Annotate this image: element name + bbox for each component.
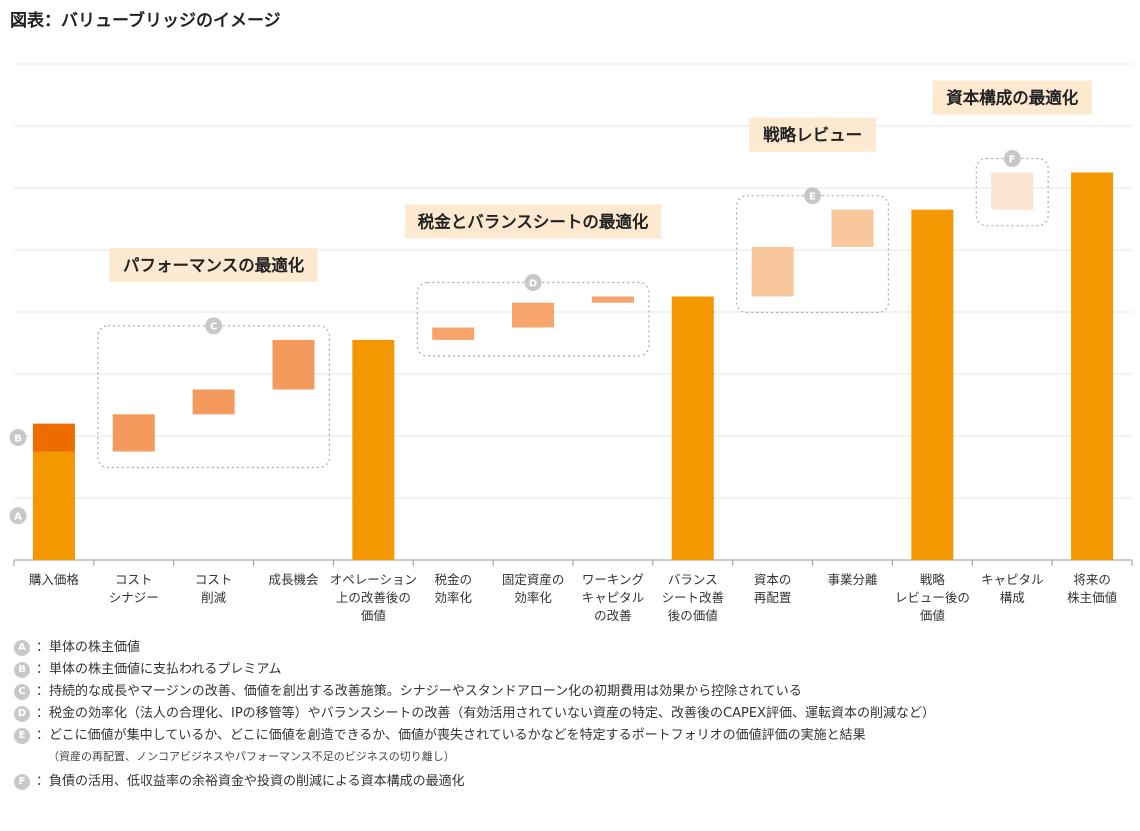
- legend-item: A ：単体の株主価値: [14, 638, 1134, 660]
- increment-bar: [432, 327, 475, 340]
- group-letter-badge: [205, 317, 223, 335]
- legend-item: D ：税金の効率化（法人の合理化、IPの移管等）やバランスシートの改善（有効活用さ…: [14, 704, 1134, 726]
- page-title: 図表：バリューブリッジのイメージ: [10, 11, 281, 31]
- category-label: バランスシート改善後の価値: [662, 572, 725, 623]
- legend-badge: D: [14, 706, 30, 722]
- category-label: 戦略レビュー後の価値: [895, 572, 970, 623]
- increment-bar: [831, 209, 874, 247]
- category-label: 資本の再配置: [754, 572, 792, 605]
- category-label: コスト削減: [195, 572, 233, 605]
- category-label: 税金の効率化: [434, 572, 472, 605]
- legend-item: F ：負債の活用、低収益率の余裕資金や投資の削減による資本構成の最適化: [14, 772, 1134, 794]
- category-label: ワーキングキャピタルの改善: [582, 572, 645, 623]
- increment-bar: [512, 302, 555, 328]
- category-label: オペレーション上の改善後の価値: [330, 572, 417, 623]
- category-label: 将来の株主価値: [1067, 572, 1117, 605]
- group-label: 税金とバランスシートの最適化: [418, 212, 649, 232]
- increment-bar: [272, 339, 315, 390]
- group-letter: D: [529, 278, 537, 289]
- group-label-box: [404, 204, 662, 239]
- group-label: パフォーマンスの最適化: [123, 255, 305, 275]
- legend-badge: B: [14, 662, 30, 678]
- category-label: キャピタル構成: [981, 572, 1044, 605]
- category-label: コストシナジー: [109, 572, 159, 605]
- group-label-box: [109, 247, 318, 282]
- total-bar: [671, 296, 714, 560]
- group-letter-badge: [804, 187, 822, 205]
- legend-text: ：単体の株主価値: [36, 640, 141, 655]
- marker-badge: [9, 507, 27, 525]
- category-label: 成長機会: [268, 572, 319, 587]
- marker-badge: [9, 429, 27, 447]
- legend-badge: C: [14, 684, 30, 700]
- total-bar: [911, 209, 954, 560]
- group-letter-badge: [524, 274, 542, 291]
- group-label: 戦略レビュー: [763, 125, 862, 145]
- legend-item: E ：どこに価値が集中しているか、どこに価値を創造できるか、価値が喪失されているか…: [14, 726, 1134, 772]
- legend-item: C ：持続的な成長やマージンの改善、価値を創出する改善施策。シナジーやスタンドアロ…: [14, 682, 1134, 704]
- legend-badge: A: [14, 640, 30, 656]
- total-bar: [352, 339, 395, 560]
- legend-text: ：単体の株主価値に支払われるプレミアム: [36, 662, 282, 677]
- total-bar: [32, 451, 75, 560]
- legend: A ：単体の株主価値 B ：単体の株主価値に支払われるプレミアム C ：持続的な成長やマー…: [14, 638, 1134, 794]
- group-label-box: [749, 117, 877, 152]
- increment-bar: [751, 246, 794, 297]
- marker-letter: A: [14, 512, 22, 523]
- category-label: 固定資産の効率化: [502, 572, 565, 605]
- waterfall-chart: 購入価格 コストシナジー コスト削減 成長機会 オペレーション上の改善後の価値税金の効率…: [9, 63, 1133, 623]
- legend-badge: F: [14, 774, 30, 790]
- legend-badge: E: [14, 728, 30, 744]
- total-bar: [1071, 172, 1114, 560]
- group-letter: F: [1009, 154, 1016, 165]
- legend-text: ：負債の活用、低収益率の余裕資金や投資の削減による資本構成の最適化: [36, 774, 465, 789]
- legend-text: ：どこに価値が集中しているか、どこに価値を創造できるか、価値が喪失されているかな…: [36, 728, 866, 743]
- category-label: 購入価格: [29, 572, 80, 587]
- legend-text: ：持続的な成長やマージンの改善、価値を創出する改善施策。シナジーやスタンドアロー…: [36, 684, 802, 699]
- group-letter: C: [210, 322, 217, 333]
- increment-bar: [192, 389, 235, 415]
- increment-bar: [991, 172, 1034, 210]
- legend-text: ：税金の効率化（法人の合理化、IPの移管等）やバランスシートの改善（有効活用され…: [36, 706, 935, 721]
- increment-bar: [112, 414, 155, 452]
- increment-bar: [591, 296, 634, 303]
- group-letter-badge: [1003, 150, 1021, 167]
- legend-item: B ：単体の株主価値に支払われるプレミアム: [14, 660, 1134, 682]
- group-label-box: [932, 80, 1092, 115]
- category-label: 事業分離: [827, 572, 878, 587]
- group-label: 資本構成の最適化: [946, 88, 1079, 108]
- legend-subtext: （資産の再配置、ノンコアビジネスやパフォーマンス不足のビジネスの切り離し）: [48, 750, 455, 763]
- marker-letter: B: [14, 433, 22, 444]
- group-letter: E: [809, 192, 816, 203]
- premium-bar: [32, 423, 75, 452]
